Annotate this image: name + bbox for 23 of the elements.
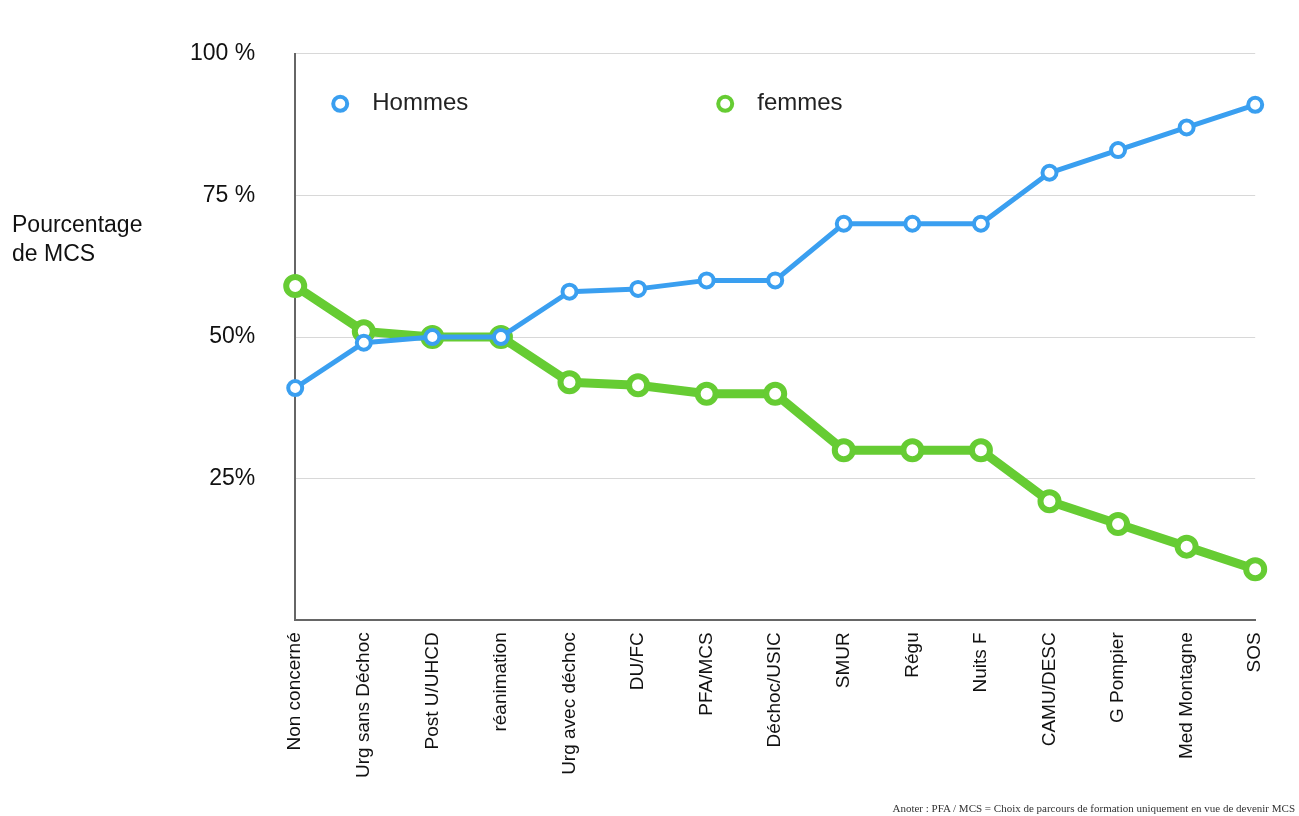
- y-tick-label: 25%: [209, 464, 256, 490]
- legend-label: Hommes: [372, 88, 469, 116]
- y-axis-title: Pourcentage de MCS: [12, 210, 144, 268]
- x-tick-label: SMUR: [832, 632, 854, 689]
- x-tick-label: Régu: [900, 632, 922, 678]
- x-tick-label: Déchoc/USIC: [763, 632, 785, 748]
- x-tick-label: Urg avec déchoc: [557, 632, 579, 775]
- x-tick-label: SOS: [1243, 632, 1265, 673]
- y-tick-label: 50%: [209, 322, 256, 349]
- x-tick-label: CAMU/DESC: [1037, 632, 1059, 747]
- x-tick-label: Urg sans Déchoc: [352, 632, 374, 779]
- y-tick-label: 100 %: [190, 39, 256, 66]
- x-tick-label: Post U/UHCD: [420, 632, 442, 750]
- y-tick-label: 75 %: [202, 180, 256, 207]
- text: Anoter : PFA / MCS = Choix de parcours de formation uniquement en vue de devenir MCS: [892, 802, 1295, 814]
- x-tick-label: DU/FC: [626, 632, 648, 691]
- x-tick-label: G Pompier: [1106, 631, 1128, 724]
- x-tick-label: PFA/MCS: [694, 632, 716, 716]
- legend-label: femmes: [757, 88, 843, 116]
- x-tick-label: Non concerné: [283, 632, 305, 751]
- x-tick-label: Nuits F: [969, 632, 991, 693]
- x-tick-label: Med Montagne: [1174, 632, 1196, 760]
- x-tick-label: réanimation: [489, 632, 511, 732]
